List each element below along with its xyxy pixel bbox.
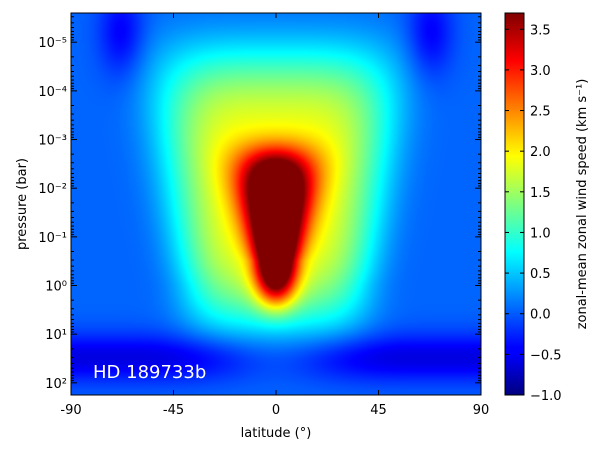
colorbar-tick-label: 2.0 [530,145,551,160]
colorbar-tick-label: 0.0 [530,308,551,323]
y-tick-label: 10⁻³ [38,134,67,149]
y-axis: 10⁻⁵ 10⁻⁴ 10⁻³ 10⁻² 10⁻¹ 10⁰ 10¹ 10² [38,16,481,392]
heatmap [71,13,481,395]
colorbar-tick-label: 3.0 [530,64,551,79]
heatmap-image [71,13,481,395]
y-tick-label: 10⁻⁵ [38,36,67,51]
x-tick-label: -45 [163,403,184,418]
x-tick-label: 45 [370,403,387,418]
colorbar-tick-label: 3.5 [530,23,551,38]
colorbar [504,12,525,396]
y-tick-label: 10⁻² [38,182,67,197]
colorbar-tick-label: −0.5 [530,348,562,363]
y-tick-label: 10⁰ [45,280,67,295]
y-tick-label: 10¹ [45,328,67,343]
colorbar-title: zonal-mean zonal wind speed (km s⁻¹) [575,79,590,330]
colorbar-tick-label: 2.5 [530,105,551,120]
x-tick-label: -90 [60,403,81,418]
x-axis-title: latitude (°) [241,426,312,441]
y-axis-title: pressure (bar) [15,158,30,250]
x-tick-label: 90 [473,403,490,418]
colorbar-tick-label: 1.5 [530,186,551,201]
y-tick-label: 10⁻⁴ [38,85,67,100]
planet-annotation: HD 189733b [93,362,206,383]
x-tick-label: 0 [272,403,280,418]
colorbar-ticks: 3.5 3.0 2.5 2.0 1.5 1.0 0.5 0.0 −0.5 −1.0 [505,23,562,404]
colorbar-tick-label: −1.0 [530,389,562,404]
x-axis: -90 -45 0 45 90 [60,13,489,418]
colorbar-tick-label: 1.0 [530,226,551,241]
y-tick-label: 10⁻¹ [38,231,67,246]
y-tick-label: 10² [45,377,67,392]
colorbar-tick-label: 0.5 [530,267,551,282]
